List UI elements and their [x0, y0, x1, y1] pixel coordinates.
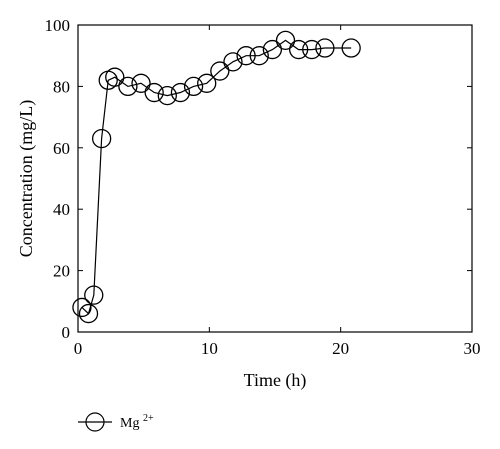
data-point-0-22 [341, 38, 361, 58]
data-point-0-5 [105, 67, 125, 87]
data-point-0-8 [144, 82, 164, 103]
plot-frame [77, 24, 473, 333]
y-tick-label-5: 100 [45, 16, 71, 35]
legend-label: Mg 2+ [120, 413, 154, 431]
data-point-0-1 [78, 303, 99, 324]
data-point-0-7 [131, 73, 151, 93]
axes-box [77, 24, 473, 333]
data-point-0-16 [249, 46, 269, 66]
y-axis-title: Concentration (mg/L) [16, 100, 37, 257]
data-point-0-6 [118, 76, 138, 97]
y-tick-label-3: 60 [53, 139, 70, 158]
axis-ticks [77, 24, 473, 333]
data-point-0-12 [197, 73, 217, 93]
axis-tick-labels: 0 10 20 30 0 20 40 60 80 100 [45, 16, 481, 358]
data-point-0-18 [275, 30, 296, 50]
data-point-0-15 [236, 46, 256, 66]
data-point-0-0 [72, 297, 92, 318]
series-layer [72, 30, 361, 324]
data-point-0-11 [183, 76, 204, 97]
x-tick-label-2: 20 [332, 339, 349, 358]
data-point-0-10 [170, 82, 191, 103]
legend-series-name: Mg [120, 416, 139, 431]
data-point-0-2 [84, 285, 104, 305]
x-axis-title: Time (h) [244, 370, 307, 391]
data-point-0-13 [210, 61, 230, 81]
data-point-0-14 [223, 52, 243, 72]
data-point-0-20 [302, 39, 322, 60]
x-tick-label-3: 30 [464, 339, 481, 358]
data-point-0-3 [91, 128, 112, 149]
y-tick-label-0: 0 [62, 323, 71, 342]
data-point-0-21 [315, 38, 335, 58]
x-tick-label-0: 0 [74, 339, 83, 358]
data-point-0-19 [288, 39, 309, 60]
y-tick-label-1: 20 [53, 262, 70, 281]
y-tick-label-2: 40 [53, 200, 70, 219]
y-tick-label-4: 80 [53, 77, 70, 96]
legend-series-superscript: 2+ [143, 413, 154, 424]
data-point-0-17 [262, 39, 283, 60]
data-point-0-9 [157, 85, 177, 106]
legend-marker [85, 412, 105, 432]
series-line-0 [81, 39, 352, 315]
legend: Mg 2+ [78, 412, 154, 432]
x-tick-label-1: 10 [201, 339, 218, 358]
